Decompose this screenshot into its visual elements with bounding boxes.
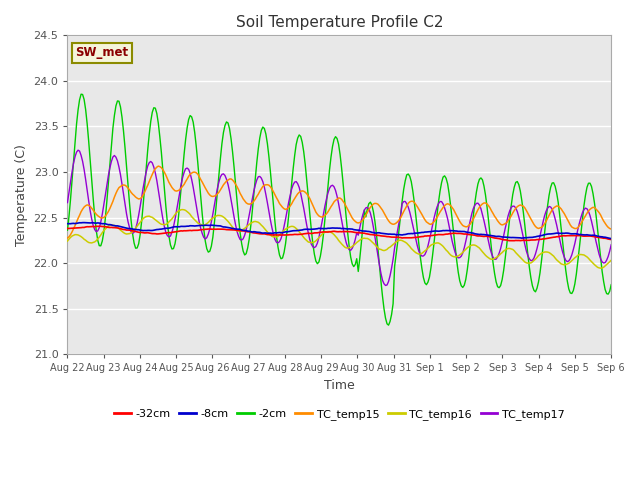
Text: SW_met: SW_met [76, 46, 129, 59]
X-axis label: Time: Time [324, 379, 355, 392]
Title: Soil Temperature Profile C2: Soil Temperature Profile C2 [236, 15, 443, 30]
Y-axis label: Temperature (C): Temperature (C) [15, 144, 28, 246]
Legend: -32cm, -8cm, -2cm, TC_temp15, TC_temp16, TC_temp17: -32cm, -8cm, -2cm, TC_temp15, TC_temp16,… [109, 405, 569, 424]
